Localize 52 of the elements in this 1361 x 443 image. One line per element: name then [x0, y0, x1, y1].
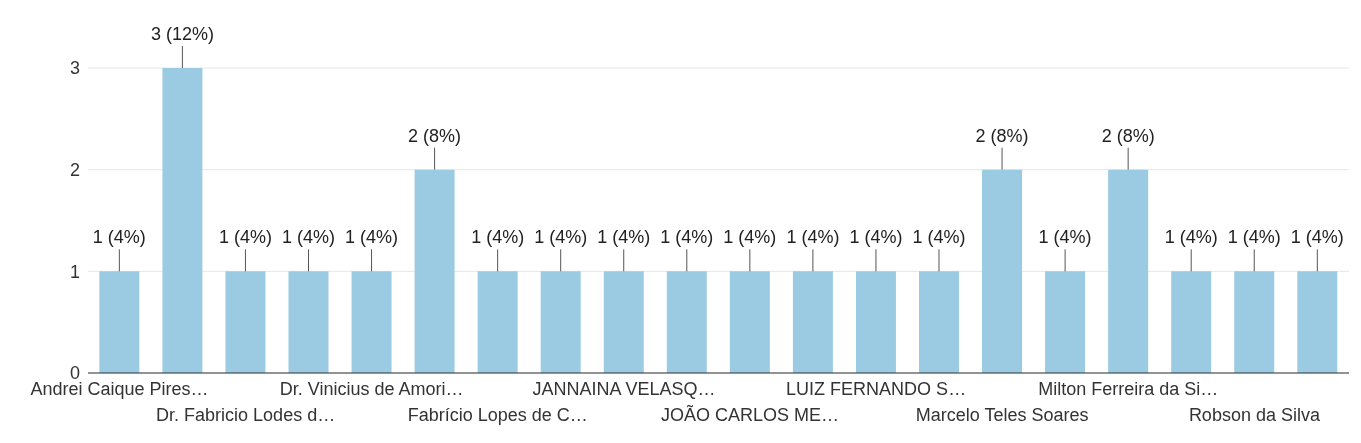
- data-label: 1 (4%): [912, 227, 966, 248]
- y-tick-label: 2: [69, 160, 80, 181]
- y-tick-label: 1: [69, 261, 80, 282]
- bar: [666, 271, 707, 373]
- bar: [99, 271, 140, 373]
- bar: [540, 271, 581, 373]
- data-label: 1 (4%): [1290, 227, 1344, 248]
- x-tick-label: JOÃO CARLOS ME…: [661, 404, 840, 425]
- bar: [729, 271, 770, 373]
- bar: [792, 271, 833, 373]
- bar: [1234, 271, 1275, 373]
- x-tick-label: Fabrício Lopes de C…: [407, 405, 588, 425]
- bar: [1045, 271, 1086, 373]
- data-label: 1 (4%): [597, 227, 651, 248]
- data-label: 1 (4%): [1164, 227, 1218, 248]
- y-tick-label: 3: [69, 58, 80, 79]
- bar: [351, 271, 392, 373]
- data-label: 2 (8%): [975, 125, 1029, 146]
- bar: [414, 169, 455, 373]
- data-label: 1 (4%): [786, 227, 840, 248]
- data-label: 2 (8%): [408, 125, 462, 146]
- x-tick-label: Dr. Fabricio Lodes d…: [156, 405, 336, 425]
- data-label: 1 (4%): [92, 227, 146, 248]
- bar: [477, 271, 518, 373]
- data-label: 1 (4%): [281, 227, 336, 248]
- x-tick-label: LUIZ FERNANDO S…: [786, 379, 967, 399]
- data-label: 3 (12%): [150, 24, 214, 44]
- data-label: 1 (4%): [1227, 227, 1281, 248]
- bar: [982, 169, 1023, 373]
- bar: [919, 271, 959, 373]
- bar: [1108, 169, 1149, 373]
- data-label: 1 (4%): [345, 227, 399, 248]
- bar: [162, 68, 203, 373]
- bar: [855, 271, 896, 373]
- x-tick-label: Robson da Silva: [1188, 405, 1321, 425]
- data-label: 1 (4%): [218, 227, 272, 248]
- bar: [288, 271, 329, 373]
- data-label: 1 (4%): [1038, 227, 1092, 248]
- data-label: 2 (8%): [1101, 125, 1155, 146]
- bar: [225, 271, 266, 373]
- data-label: 1 (4%): [471, 227, 525, 248]
- x-tick-label: JANNAINA VELASQ…: [532, 379, 716, 399]
- bar: [603, 271, 644, 373]
- bar: [1297, 271, 1338, 373]
- x-tick-label: Milton Ferreira da Si…: [1038, 379, 1219, 399]
- data-label: 1 (4%): [660, 227, 714, 248]
- x-tick-label: Dr. Vinicius de Amori…: [279, 379, 464, 399]
- bar: [1171, 271, 1212, 373]
- x-tick-label: Marcelo Teles Soares: [915, 405, 1089, 425]
- data-label: 1 (4%): [723, 227, 777, 248]
- data-label: 1 (4%): [534, 227, 588, 248]
- data-label: 1 (4%): [849, 227, 903, 248]
